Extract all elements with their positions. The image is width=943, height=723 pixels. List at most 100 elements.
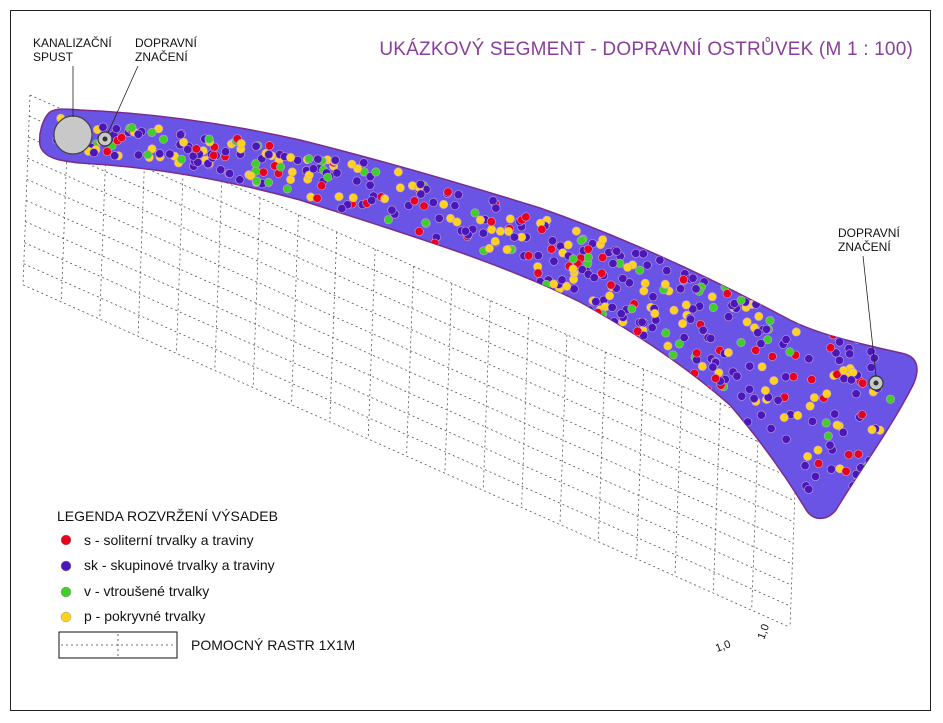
- legend-grid-label: POMOCNÝ RASTR 1X1M: [191, 637, 355, 653]
- group-plant-marker: [688, 304, 698, 314]
- group-plant-marker: [434, 213, 444, 223]
- groundcover-plant-marker: [849, 295, 859, 305]
- groundcover-plant-marker: [840, 312, 850, 322]
- group-plant-marker: [798, 310, 808, 320]
- grid-line: [25, 200, 794, 544]
- solitary-plant-marker: [209, 150, 219, 160]
- groundcover-plant-marker: [549, 279, 559, 289]
- solitary-plant-marker: [409, 196, 419, 206]
- solitary-plant-marker: [767, 351, 777, 361]
- groundcover-plant-marker: [487, 225, 497, 235]
- group-plant-marker: [584, 305, 594, 315]
- scattered-plant-marker: [127, 123, 137, 133]
- grid-line: [712, 403, 721, 594]
- groundcover-plant-marker: [837, 300, 847, 310]
- group-plant-marker: [781, 294, 791, 304]
- solitary-plant-marker: [414, 227, 424, 237]
- group-plant-marker: [804, 354, 814, 364]
- groundcover-plant-marker: [439, 199, 449, 209]
- groundcover-plant-marker: [757, 362, 767, 372]
- group-plant-marker: [756, 410, 766, 420]
- groundcover-plant-marker: [563, 240, 573, 250]
- group-plant-marker: [851, 389, 861, 399]
- scattered-plant-marker: [276, 162, 286, 172]
- scattered-plant-marker: [765, 316, 775, 326]
- scattered-plant-marker: [143, 150, 153, 160]
- grid-line: [252, 197, 261, 388]
- solitary-plant-marker: [264, 141, 274, 151]
- group-plant-marker: [221, 147, 231, 157]
- group-plant-marker: [647, 323, 657, 333]
- groundcover-plant-marker: [246, 171, 256, 181]
- scale-label-a: 1,0: [714, 638, 732, 655]
- group-plant-marker: [877, 316, 887, 326]
- groundcover-plant-marker: [868, 253, 878, 263]
- group-plant-marker: [591, 297, 601, 307]
- scattered-plant-marker: [583, 252, 593, 262]
- scattered-plant-marker: [282, 184, 292, 194]
- groundcover-plant-marker: [681, 300, 691, 310]
- group-plant-marker: [608, 258, 618, 268]
- group-plant-marker: [359, 158, 369, 168]
- sign-left-label-line2: ZNAČENÍ: [135, 49, 188, 64]
- group-plant-marker: [866, 362, 876, 372]
- groundcover-plant-marker: [286, 175, 296, 185]
- traffic-sign-right-icon: [868, 375, 884, 391]
- groundcover-plant-marker: [861, 263, 871, 273]
- legend-solitary-icon: [60, 534, 72, 546]
- group-plant-marker: [865, 516, 875, 519]
- group-plant-marker: [549, 256, 559, 266]
- scattered-plant-marker: [264, 177, 274, 187]
- group-plant-marker: [686, 314, 696, 324]
- groundcover-plant-marker: [697, 361, 707, 371]
- group-plant-marker: [834, 355, 844, 365]
- groundcover-plant-marker: [484, 243, 494, 253]
- group-plant-marker: [846, 375, 856, 385]
- groundcover-plant-marker: [393, 167, 403, 177]
- scattered-plant-marker: [853, 275, 863, 285]
- groundcover-plant-marker: [562, 281, 572, 291]
- groundcover-plant-marker: [857, 284, 867, 294]
- group-plant-marker: [835, 337, 845, 347]
- scattered-plant-marker: [708, 302, 718, 312]
- groundcover-plant-marker: [836, 508, 846, 518]
- groundcover-plant-marker: [598, 235, 608, 245]
- solitary-plant-marker: [825, 343, 835, 353]
- group-plant-marker: [638, 249, 648, 259]
- grid-line: [329, 231, 338, 422]
- groundcover-plant-marker: [650, 308, 660, 318]
- solitary-plant-marker: [521, 212, 531, 222]
- scattered-plant-marker: [785, 347, 795, 357]
- group-plant-marker: [820, 304, 830, 314]
- solitary-plant-marker: [857, 410, 867, 420]
- group-plant-marker: [655, 255, 665, 265]
- scattered-plant-marker: [635, 265, 645, 275]
- groundcover-plant-marker: [813, 445, 823, 455]
- group-plant-marker: [110, 151, 120, 161]
- solitary-plant-marker: [546, 244, 556, 254]
- callout-lines: [72, 65, 877, 377]
- group-plant-marker: [737, 391, 747, 401]
- groundcover-plant-marker: [236, 139, 246, 149]
- grid-line: [559, 334, 568, 525]
- solitary-plant-marker: [117, 133, 127, 143]
- group-plant-marker: [753, 328, 763, 338]
- group-plant-marker: [809, 286, 819, 296]
- groundcover-plant-marker: [838, 272, 848, 282]
- grid-line: [28, 136, 796, 481]
- groundcover-plant-marker: [678, 319, 688, 329]
- legend-scattered-icon: [60, 586, 72, 598]
- group-plant-marker: [313, 154, 323, 164]
- legend-item-solitary: s - soliterní trvalky a traviny: [84, 532, 254, 548]
- group-plant-marker: [698, 325, 708, 335]
- legend-groundcover-icon: [60, 611, 72, 623]
- group-plant-marker: [708, 362, 718, 372]
- groundcover-plant-marker: [568, 264, 578, 274]
- auxiliary-grid: [22, 94, 798, 628]
- scattered-plant-marker: [568, 254, 578, 264]
- groundcover-plant-marker: [663, 341, 673, 351]
- group-plant-marker: [773, 395, 783, 405]
- grid-line: [26, 179, 795, 523]
- solitary-plant-marker: [102, 147, 112, 157]
